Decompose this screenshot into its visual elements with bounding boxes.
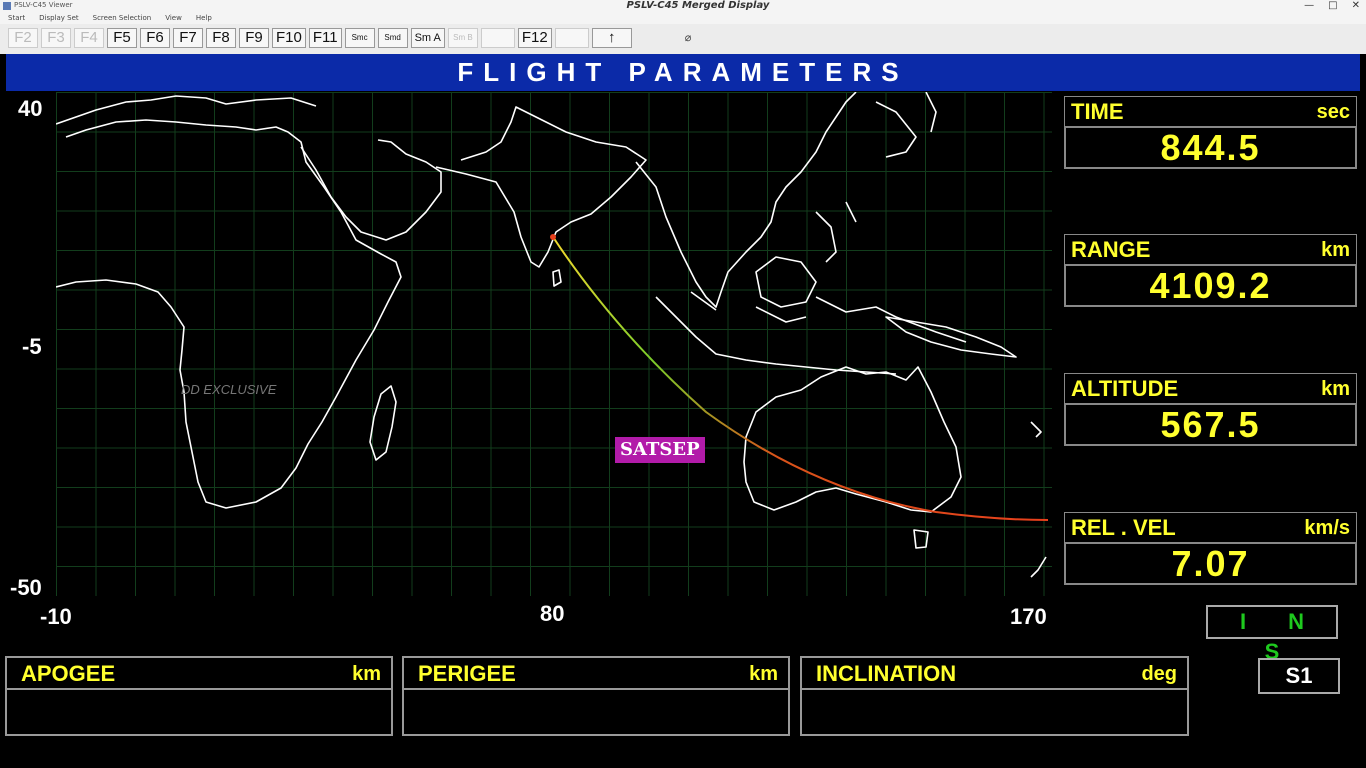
europe-coast	[56, 95, 317, 125]
f10-button[interactable]: F10	[272, 28, 306, 48]
newzealand-coast	[1030, 421, 1047, 578]
rel-vel-unit: km/s	[1304, 517, 1350, 539]
lat-label-bottom: -50	[10, 575, 42, 600]
nav-mode-indicator: I N S	[1206, 605, 1338, 664]
inclination-box: INCLINATION deg	[800, 656, 1189, 736]
lon-label-right: 170	[1010, 604, 1047, 629]
f7-button[interactable]: F7	[173, 28, 203, 48]
f8-button[interactable]: F8	[206, 28, 236, 48]
coastlines	[56, 92, 1047, 578]
app-title: PSLV-C45 Viewer	[14, 1, 73, 9]
f9-button[interactable]: F9	[239, 28, 269, 48]
range-panel: RANGE km 4109.2	[1064, 234, 1357, 307]
time-label: TIME	[1071, 99, 1124, 124]
arabia-coast	[300, 139, 442, 241]
indonesia-coast	[655, 291, 967, 375]
perigee-unit: km	[749, 663, 778, 685]
smd-button[interactable]: Smd	[377, 28, 408, 48]
coastline-svg	[56, 92, 1049, 578]
apogee-unit: km	[352, 663, 381, 685]
page-title: FLIGHT PARAMETERS	[6, 54, 1360, 91]
title-bar: PSLV-C45 Viewer PSLV-C45 Merged Display …	[0, 0, 1366, 12]
time-value: 844.5	[1064, 126, 1357, 169]
east-asia-coast	[875, 92, 937, 158]
apogee-label: APOGEE	[21, 661, 116, 686]
altitude-value: 567.5	[1064, 403, 1357, 446]
inclination-unit: deg	[1141, 663, 1177, 685]
srilanka-coast	[552, 269, 562, 287]
time-panel: TIME sec 844.5	[1064, 96, 1357, 169]
rel-vel-label: REL . VEL	[1071, 515, 1176, 540]
menu-display-set[interactable]: Display Set	[39, 14, 79, 22]
time-unit: sec	[1316, 101, 1350, 123]
menu-screen-selection[interactable]: Screen Selection	[92, 14, 152, 22]
trajectory-path	[552, 236, 1049, 521]
lon-label-mid: 80	[540, 601, 565, 626]
pin-icon: ⌀	[684, 31, 692, 44]
perigee-box: PERIGEE km	[402, 656, 790, 736]
menu-help[interactable]: Help	[195, 14, 212, 22]
app-icon	[3, 2, 11, 10]
india-coast	[435, 106, 647, 268]
window-title: PSLV-C45 Merged Display	[626, 0, 770, 11]
perigee-label: PERIGEE	[418, 661, 516, 686]
menu-bar: Start Display Set Screen Selection View …	[0, 12, 1366, 24]
blank-button[interactable]	[480, 28, 515, 48]
apogee-box: APOGEE km	[5, 656, 393, 736]
f2-button[interactable]: F2	[8, 28, 38, 48]
africa-coast	[56, 119, 402, 509]
range-value: 4109.2	[1064, 264, 1357, 307]
stage-indicator: S1	[1258, 658, 1340, 694]
se-asia-coast	[635, 92, 857, 308]
launch-site-marker	[550, 234, 556, 240]
altitude-label: ALTITUDE	[1071, 376, 1179, 401]
madagascar-coast	[369, 385, 397, 461]
lon-label-left: -10	[40, 604, 72, 629]
maximize-icon[interactable]: □	[1328, 0, 1338, 11]
f6-button[interactable]: F6	[140, 28, 170, 48]
inclination-label: INCLINATION	[816, 661, 957, 686]
newguinea-coast	[885, 316, 1017, 358]
rel-vel-panel: REL . VEL km/s 7.07	[1064, 512, 1357, 585]
f4-button[interactable]: F4	[74, 28, 104, 48]
ground-track-map	[56, 92, 1052, 596]
satsep-event-label: SATSEP	[615, 437, 705, 463]
tasmania-coast	[913, 529, 929, 549]
sm-b-button[interactable]: Sm B	[447, 28, 478, 48]
rel-vel-value: 7.07	[1064, 542, 1357, 585]
f12-button[interactable]: F12	[517, 28, 552, 48]
minimize-icon[interactable]: —	[1304, 0, 1315, 11]
toolbar: F2 F3 F4 F5 F6 F7 F8 F9 F10 F11 Smc Smd …	[0, 24, 1366, 54]
altitude-unit: km	[1321, 378, 1350, 400]
sm-a-button[interactable]: Sm A	[410, 28, 445, 48]
range-label: RANGE	[1071, 237, 1151, 262]
up-arrow-button[interactable]: ↑	[591, 28, 632, 48]
f5-button[interactable]: F5	[107, 28, 137, 48]
f11-button[interactable]: F11	[308, 28, 342, 48]
lat-label-top: 40	[18, 96, 43, 121]
borneo-coast	[755, 201, 857, 308]
menu-start[interactable]: Start	[8, 14, 26, 22]
altitude-panel: ALTITUDE km 567.5	[1064, 373, 1357, 446]
f3-button[interactable]: F3	[41, 28, 71, 48]
range-unit: km	[1321, 239, 1350, 261]
australia-coast	[743, 366, 962, 513]
blank-button-2[interactable]	[554, 28, 589, 48]
close-icon[interactable]: ✕	[1351, 0, 1360, 11]
lat-label-mid: -5	[22, 334, 42, 359]
smc-button[interactable]: Smc	[344, 28, 375, 48]
watermark: DD EXCLUSIVE	[181, 382, 277, 397]
menu-view[interactable]: View	[165, 14, 182, 22]
